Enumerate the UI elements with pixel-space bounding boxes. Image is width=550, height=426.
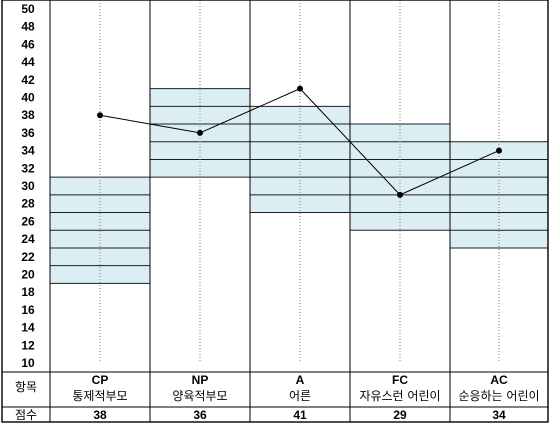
category-name-fc: 자유스런 어린이 bbox=[359, 389, 440, 403]
y-tick-label: 12 bbox=[21, 338, 35, 352]
y-tick-label: 36 bbox=[21, 126, 35, 140]
category-code-fc: FC bbox=[392, 373, 408, 387]
y-tick-label: 30 bbox=[21, 179, 35, 193]
score-value-cp: 38 bbox=[93, 408, 107, 422]
score-point-a bbox=[297, 85, 303, 92]
score-value-ac: 34 bbox=[492, 408, 506, 422]
score-value-np: 36 bbox=[193, 408, 207, 422]
y-axis-ticks: 50 48 46 44 42 40 38 36 34 32 30 28 26 24 22 20 18 16 14 12… bbox=[21, 2, 35, 370]
y-tick-label: 22 bbox=[21, 250, 35, 264]
score-value-a: 41 bbox=[293, 408, 307, 422]
category-name-a: 어른 bbox=[289, 389, 311, 403]
score-line-series bbox=[97, 85, 502, 198]
score-point-cp bbox=[97, 112, 103, 119]
category-code-cp: CP bbox=[92, 373, 109, 387]
row-header-score: 점수 bbox=[15, 408, 37, 422]
y-tick-label: 20 bbox=[21, 268, 35, 282]
category-name-ac: 순응하는 어린이 bbox=[458, 389, 539, 403]
y-tick-label: 32 bbox=[21, 161, 35, 175]
row-header-item: 항목 bbox=[15, 380, 37, 394]
category-code-ac: AC bbox=[490, 373, 508, 387]
y-tick-label: 38 bbox=[21, 108, 35, 122]
score-point-np bbox=[197, 129, 203, 136]
y-tick-label: 28 bbox=[21, 197, 35, 211]
y-tick-label: 14 bbox=[21, 321, 35, 335]
category-code-a: A bbox=[296, 373, 305, 387]
y-tick-label: 50 bbox=[21, 2, 35, 16]
y-tick-label: 44 bbox=[21, 55, 35, 69]
y-tick-label: 16 bbox=[21, 303, 35, 317]
y-tick-label: 24 bbox=[21, 232, 35, 246]
y-tick-label: 34 bbox=[21, 144, 35, 158]
category-code-np: NP bbox=[192, 373, 209, 387]
category-name-np: 양육적부모 bbox=[172, 389, 227, 403]
y-tick-label: 40 bbox=[21, 91, 35, 105]
y-tick-label: 48 bbox=[21, 20, 35, 34]
score-point-fc bbox=[397, 191, 403, 198]
y-tick-label: 18 bbox=[21, 285, 35, 299]
y-tick-label: 42 bbox=[21, 73, 35, 87]
category-name-cp: 통제적부모 bbox=[72, 389, 127, 403]
y-tick-label: 46 bbox=[21, 37, 35, 51]
y-tick-label: 26 bbox=[21, 214, 35, 228]
y-tick-label: 10 bbox=[21, 356, 35, 370]
score-point-ac bbox=[496, 147, 502, 154]
score-value-fc: 29 bbox=[393, 408, 407, 422]
